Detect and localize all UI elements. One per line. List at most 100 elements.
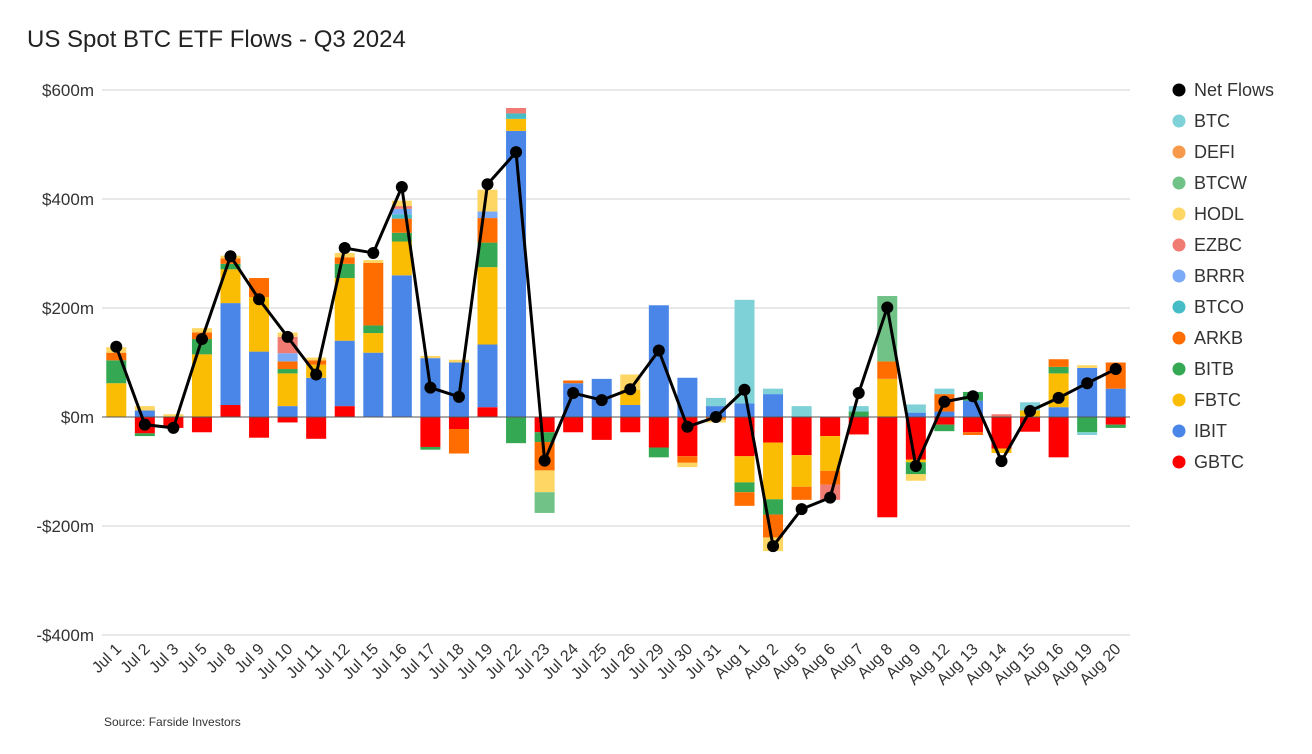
bar-ibit (220, 303, 241, 406)
bar-arkb (1048, 359, 1069, 367)
bar-gbtc (620, 417, 641, 433)
bar-gbtc (306, 417, 327, 439)
bar-gbtc (848, 417, 869, 435)
y-tick-label: $600m (42, 81, 94, 100)
legend-label: BRRR (1194, 266, 1245, 286)
x-tick-label: Jul 5 (175, 641, 211, 677)
bar-btc (1077, 432, 1098, 435)
net-flows-point (224, 250, 237, 263)
bar-ibit (249, 351, 270, 417)
bar-ibit (277, 406, 298, 417)
legend-label: Net Flows (1194, 80, 1274, 100)
bar-fbtc (506, 118, 527, 131)
bar-segments (106, 107, 1126, 552)
bar-gbtc (448, 417, 469, 429)
bar-bitb (134, 433, 155, 437)
bar-arkb (563, 380, 584, 384)
bar-btc (705, 397, 726, 407)
bar-hodl (1077, 365, 1098, 368)
net-flows-point (738, 383, 751, 396)
legend-swatch (1172, 393, 1186, 407)
bar-fbtc (277, 373, 298, 407)
legend-swatch (1172, 145, 1186, 159)
bar-hodl (363, 260, 384, 263)
bar-hodl (134, 406, 155, 411)
bar-bitb (363, 325, 384, 334)
bar-gbtc (820, 417, 841, 437)
net-flows-point (624, 383, 637, 396)
chart-title: US Spot BTC ETF Flows - Q3 2024 (27, 26, 406, 53)
bar-ibit (934, 411, 955, 417)
net-flows-point (481, 178, 494, 191)
bar-bitb (420, 446, 441, 450)
y-tick-label: $400m (42, 190, 94, 209)
legend-label: BTCW (1194, 173, 1247, 193)
bar-ibit (763, 394, 784, 417)
bar-ibit (1105, 388, 1126, 417)
bar-hodl (334, 252, 355, 258)
bar-bitb (220, 263, 241, 270)
bar-hodl (306, 357, 327, 361)
net-flows-point (510, 146, 523, 159)
bar-ibit (677, 377, 698, 417)
bar-hodl (905, 474, 926, 481)
bar-bitb (734, 482, 755, 493)
net-flows-point (338, 242, 351, 255)
bar-gbtc (648, 417, 669, 448)
bar-ezbc (506, 107, 527, 114)
bar-gbtc (877, 417, 898, 518)
bar-hodl (448, 359, 469, 363)
bar-ibit (334, 340, 355, 407)
bar-bitb (534, 432, 555, 443)
legend-swatch (1172, 269, 1186, 283)
bar-btc (791, 406, 812, 417)
bar-hodl (677, 462, 698, 468)
legend-label: GBTC (1194, 452, 1244, 472)
legend-swatch (1172, 114, 1186, 128)
bar-bitb (1105, 424, 1126, 428)
legend-label: EZBC (1194, 235, 1242, 255)
bar-ibit (1077, 367, 1098, 417)
net-flows-point (253, 293, 266, 306)
x-tick-label: Jul 3 (146, 641, 182, 677)
y-tick-label: $200m (42, 299, 94, 318)
net-flows-point (310, 368, 323, 381)
bar-ibit (134, 410, 155, 417)
bar-arkb (277, 361, 298, 370)
bar-bitb (1077, 417, 1098, 433)
bar-brrr (477, 211, 498, 219)
bar-bitb (848, 411, 869, 417)
y-tick-label: $0m (61, 408, 94, 427)
net-flows-point (452, 390, 465, 403)
bar-fbtc (191, 354, 212, 417)
legend-swatch (1172, 238, 1186, 252)
bar-brrr (277, 353, 298, 362)
bar-gbtc (991, 417, 1012, 449)
bar-fbtc (991, 448, 1012, 453)
legend-swatch (1172, 331, 1186, 345)
source-note: Source: Farside Investors (104, 715, 241, 729)
bar-gbtc (534, 417, 555, 433)
legend-swatch (1172, 362, 1186, 376)
bar-ibit (306, 377, 327, 417)
legend-label: DEFI (1194, 142, 1235, 162)
legend-label: HODL (1194, 204, 1244, 224)
bar-ezbc (391, 206, 412, 209)
net-flows-point (995, 455, 1008, 468)
bar-hodl (163, 414, 184, 417)
net-flows-point (767, 540, 780, 553)
net-flows-point (966, 390, 979, 403)
bar-fbtc (391, 241, 412, 276)
bar-gbtc (220, 405, 241, 417)
bar-arkb (334, 257, 355, 264)
bar-arkb (734, 492, 755, 506)
x-tick-label: Jul 8 (203, 641, 239, 677)
net-flows-point (281, 330, 294, 343)
bar-btc (763, 388, 784, 395)
bar-bitb (1048, 366, 1069, 374)
bar-bitb (934, 424, 955, 432)
y-tick-label: -$400m (36, 626, 94, 645)
net-flows-point (938, 395, 951, 408)
bar-fbtc (877, 378, 898, 417)
